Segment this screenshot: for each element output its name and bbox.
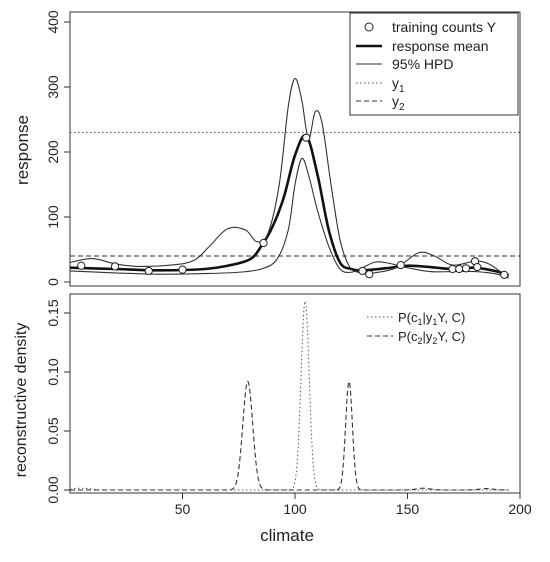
density-y-ticks: 0.00 0.05 0.10 0.15 [45, 299, 70, 504]
y-tick-label: 0.10 [45, 358, 61, 385]
training-point [259, 238, 268, 248]
series-density-p2 [70, 379, 509, 491]
training-point [473, 262, 482, 272]
training-point [461, 264, 471, 273]
x-tick-label: 100 [283, 501, 307, 517]
density-panel: 0.00 0.05 0.10 0.15 50 100 150 200 reconstruct… [13, 293, 532, 545]
training-point [448, 264, 457, 274]
legend-circle-marker [364, 22, 374, 32]
legend-y1: y1 [392, 75, 405, 95]
x-tick-label: 200 [508, 501, 532, 517]
y-tick-label: 300 [45, 75, 61, 99]
density-series [69, 299, 509, 491]
training-point [365, 270, 374, 279]
training-point [110, 262, 120, 271]
legend-training-counts: training counts Y [392, 19, 497, 35]
response-panel: 0 100 200 300 400 response training counts Y… [13, 10, 521, 287]
response-series [69, 77, 510, 279]
training-point [358, 266, 367, 276]
legend-hpd: 95% HPD [392, 56, 453, 72]
training-point [77, 261, 86, 270]
training-point [396, 261, 405, 270]
legend-p1: P(c1|y1Y, C) [398, 310, 465, 327]
series-95-hpd-lower [69, 157, 509, 279]
density-legend: P(c1|y1Y, C) P(c2|y2Y, C) [367, 310, 465, 346]
x-tick-label: 50 [175, 501, 191, 517]
training-points [77, 133, 509, 279]
response-plot-frame [69, 11, 521, 287]
training-point [144, 266, 153, 276]
legend-p2: P(c2|y2Y, C) [398, 329, 465, 346]
series-95-hpd-upper [69, 77, 503, 274]
y-tick-label: 0.05 [45, 417, 61, 444]
response-legend-box [349, 12, 519, 116]
y-tick-label: 0 [45, 278, 61, 286]
training-point [302, 133, 311, 142]
y-tick-label: 100 [45, 205, 61, 229]
y-tick-label: 400 [45, 10, 61, 34]
response-legend: training counts Y response mean 95% HPD … [349, 12, 519, 116]
legend-y2: y2 [392, 93, 405, 113]
training-point [455, 264, 464, 274]
y-tick-label: 0.00 [45, 476, 61, 503]
y-tick-label: 200 [45, 140, 61, 164]
y-tick-label: 0.15 [45, 299, 61, 326]
series-response-mean [69, 133, 510, 277]
legend-response-mean: response mean [392, 38, 489, 54]
density-y-axis-label: reconstructive density [13, 323, 30, 478]
density-x-ticks: 50 100 150 200 [175, 493, 532, 517]
density-x-axis-label: climate [260, 526, 314, 545]
reference-lines [70, 132, 520, 257]
training-point [500, 270, 509, 279]
response-y-ticks: 0 100 200 300 400 [45, 10, 70, 286]
response-y-axis-label: response [13, 115, 32, 185]
training-point [178, 265, 187, 274]
x-tick-label: 150 [396, 501, 420, 517]
